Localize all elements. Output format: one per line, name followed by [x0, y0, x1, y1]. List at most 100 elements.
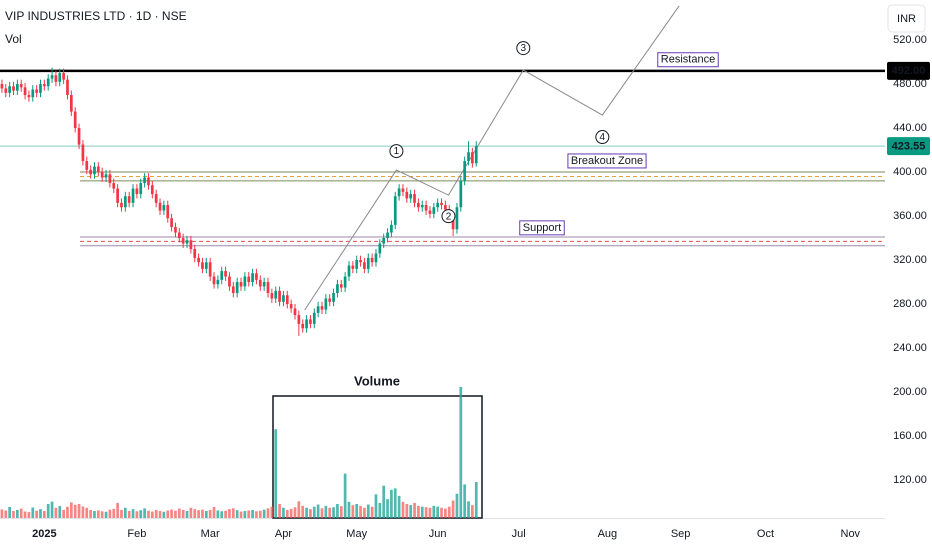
volume-bar: [89, 509, 92, 518]
volume-bar: [39, 509, 42, 518]
volume-bar: [343, 473, 347, 518]
x-tick-label: Jun: [429, 528, 447, 540]
volume-bar: [366, 504, 370, 518]
candle-body: [162, 205, 166, 211]
volume-bar: [73, 504, 77, 518]
candle-body: [305, 319, 308, 329]
volume-bar: [262, 509, 266, 518]
y-tick-label: 280.00: [893, 298, 927, 310]
volume-bar: [440, 507, 443, 518]
y-tick-label: 400.00: [893, 166, 927, 178]
candle-body: [459, 180, 463, 208]
candle-body: [401, 188, 405, 192]
volume-bar: [120, 509, 123, 518]
candle-body: [339, 284, 343, 288]
candle-body: [46, 78, 50, 87]
volume-bar: [393, 488, 397, 518]
volume-bar: [320, 508, 324, 518]
volume-bar: [285, 509, 289, 518]
wave-label-circle: [595, 130, 610, 145]
candle-body: [42, 84, 46, 87]
volume-bar: [282, 507, 285, 518]
candle-body: [208, 262, 212, 277]
subtitle: Vol: [5, 32, 22, 46]
volume-bar: [58, 505, 62, 518]
currency-label[interactable]: INR: [897, 13, 916, 25]
volume-bar: [170, 509, 173, 518]
candle-body: [100, 172, 104, 178]
volume-bar: [420, 506, 424, 518]
candle-body: [0, 84, 4, 89]
candle-body: [16, 84, 19, 91]
candle-body: [243, 276, 247, 287]
volume-box: [272, 395, 483, 519]
candle-body: [150, 185, 154, 195]
candle-body: [440, 202, 443, 206]
volume-bar: [413, 502, 416, 518]
candle-body: [27, 95, 31, 98]
volume-bar: [386, 499, 389, 518]
volume-bar: [66, 506, 69, 518]
candle-body: [386, 232, 389, 239]
candle-body: [378, 243, 382, 254]
volume-bar: [62, 509, 65, 518]
volume-bar: [193, 509, 197, 518]
candle-body: [451, 218, 455, 230]
volume-bar: [417, 505, 420, 518]
y-tick-label: 200.00: [893, 386, 927, 398]
volume-bar: [235, 510, 239, 518]
volume-bar: [112, 508, 116, 518]
volume-bar: [100, 511, 104, 518]
volume-bar: [23, 511, 27, 518]
volume-bar: [255, 511, 258, 518]
volume-bar: [50, 501, 54, 518]
candle-body: [420, 205, 424, 208]
candle-body: [177, 232, 181, 239]
volume-bar: [189, 507, 193, 518]
candle-body: [189, 240, 193, 250]
candle-body: [417, 202, 420, 208]
x-tick-label: Aug: [598, 528, 618, 540]
candle-body: [320, 306, 324, 310]
y-tick-label: 520.00: [893, 34, 927, 46]
volume-bar: [81, 506, 85, 518]
volume-bar: [432, 505, 436, 518]
volume-bar: [467, 501, 470, 518]
candle-body: [8, 86, 11, 93]
candle-body: [19, 84, 23, 88]
volume-bar: [158, 511, 162, 518]
volume-box-label: Volume: [354, 373, 400, 388]
volume-bar: [332, 507, 335, 518]
volume-bar: [185, 511, 189, 518]
currency-button[interactable]: [887, 4, 926, 33]
volume-bar: [127, 511, 131, 518]
candle-body: [336, 284, 339, 294]
y-tick-label: 160.00: [893, 430, 927, 442]
candle-body: [81, 144, 85, 162]
y-tick-label: 320.00: [893, 254, 927, 266]
candle-body: [347, 265, 351, 277]
x-tick-label: Oct: [757, 528, 774, 540]
volume-bar: [201, 509, 204, 518]
candle-body: [293, 308, 297, 316]
candle-body: [224, 271, 227, 277]
candle-body: [239, 282, 243, 287]
volume-bar: [8, 506, 11, 518]
volume-bar: [12, 511, 15, 518]
volume-bar: [31, 507, 35, 518]
candle-body: [96, 166, 100, 173]
volume-bar: [351, 505, 355, 518]
volume-bar: [258, 510, 262, 518]
volume-bar: [251, 509, 254, 518]
volume-bar: [166, 510, 170, 518]
volume-bar: [378, 502, 382, 518]
x-tick-label: Feb: [127, 528, 146, 540]
candle-body: [166, 205, 170, 219]
volume-bar: [312, 506, 316, 518]
candle-body: [428, 210, 432, 214]
volume-bar: [324, 505, 328, 518]
candle-body: [363, 262, 366, 269]
candle-body: [139, 183, 143, 195]
candle-body: [158, 202, 162, 211]
candle-body: [201, 262, 204, 269]
